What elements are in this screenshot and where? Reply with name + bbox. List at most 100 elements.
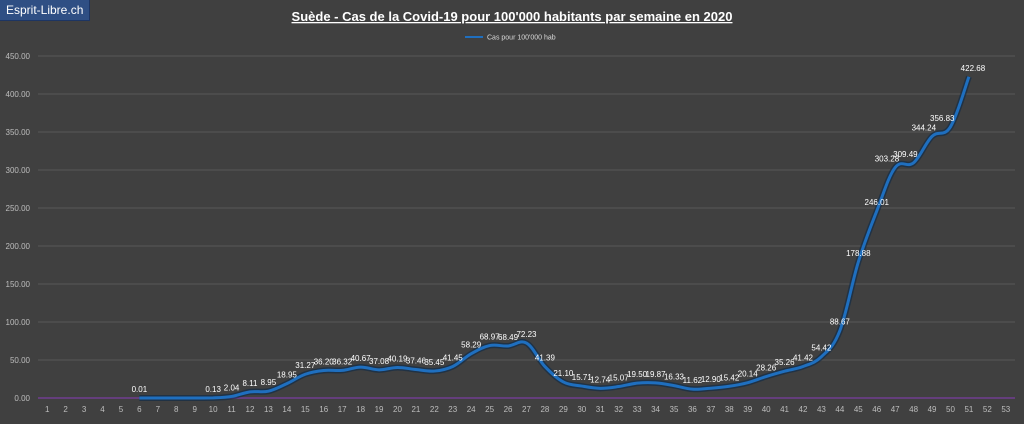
x-tick-label: 37 bbox=[706, 405, 715, 414]
x-tick-label: 24 bbox=[467, 405, 476, 414]
x-tick-label: 48 bbox=[909, 405, 918, 414]
data-label: 8.11 bbox=[242, 379, 258, 388]
gridlines bbox=[38, 55, 1015, 361]
x-tick-label: 21 bbox=[411, 405, 420, 414]
x-tick-label: 26 bbox=[504, 405, 513, 414]
x-tick-label: 25 bbox=[485, 405, 494, 414]
x-tick-label: 46 bbox=[872, 405, 881, 414]
series-line-group bbox=[139, 75, 972, 401]
x-tick-label: 31 bbox=[596, 405, 605, 414]
y-tick-label: 50.00 bbox=[10, 356, 31, 365]
data-label: 20.14 bbox=[738, 370, 759, 379]
y-tick-label: 250.00 bbox=[6, 204, 31, 213]
chart-title: Suède - Cas de la Covid-19 pour 100'000 … bbox=[292, 9, 733, 24]
data-label: 40.67 bbox=[351, 354, 372, 363]
x-tick-label: 29 bbox=[559, 405, 568, 414]
x-tick-label: 35 bbox=[670, 405, 679, 414]
data-label: 356.83 bbox=[930, 114, 955, 123]
x-tick-label: 8 bbox=[174, 405, 179, 414]
data-label: 58.29 bbox=[461, 341, 482, 350]
x-tick-label: 12 bbox=[246, 405, 255, 414]
data-label: 12.74 bbox=[590, 375, 611, 384]
data-label: 68.49 bbox=[498, 333, 519, 342]
data-label: 11.62 bbox=[683, 376, 703, 385]
x-tick-label: 7 bbox=[156, 405, 161, 414]
y-tick-label: 150.00 bbox=[6, 280, 31, 289]
y-axis: 0.00 50.00 100.00 150.00 200.00 250.00 300.00 3… bbox=[6, 52, 31, 403]
data-label: 36.32 bbox=[332, 357, 353, 366]
x-tick-label: 16 bbox=[319, 405, 328, 414]
data-label: 35.26 bbox=[775, 358, 796, 367]
x-tick-label: 51 bbox=[964, 405, 973, 414]
legend-label: Cas pour 100'000 hab bbox=[487, 35, 556, 42]
data-label: 344.24 bbox=[912, 123, 937, 132]
data-label: 37.08 bbox=[369, 357, 390, 366]
data-label: 0.13 bbox=[205, 385, 221, 394]
x-tick-label: 3 bbox=[82, 405, 87, 414]
data-label: 303.28 bbox=[875, 155, 900, 164]
data-label: 15.07 bbox=[609, 374, 630, 383]
x-tick-label: 9 bbox=[192, 405, 197, 414]
x-tick-label: 49 bbox=[928, 405, 937, 414]
data-label: 18.95 bbox=[277, 371, 298, 380]
data-label: 178.88 bbox=[846, 249, 871, 258]
data-label: 21.10 bbox=[553, 369, 574, 378]
data-label: 0.01 bbox=[132, 385, 148, 394]
data-label: 41.45 bbox=[443, 353, 464, 362]
series-line-shadow bbox=[139, 75, 972, 401]
x-tick-label: 50 bbox=[946, 405, 955, 414]
series-line bbox=[139, 76, 971, 400]
x-tick-label: 15 bbox=[301, 405, 310, 414]
data-label: 12.90 bbox=[701, 375, 722, 384]
y-tick-label: 350.00 bbox=[6, 128, 31, 137]
data-label: 15.71 bbox=[572, 373, 593, 382]
x-tick-label: 52 bbox=[983, 405, 992, 414]
x-tick-label: 11 bbox=[227, 405, 236, 414]
x-tick-label: 53 bbox=[1001, 405, 1010, 414]
data-label: 35.45 bbox=[424, 358, 445, 367]
x-tick-label: 10 bbox=[209, 405, 218, 414]
data-labels: 0.01 0.13 2.048.11 8.9518.9531.2736.2036.32… bbox=[132, 64, 986, 394]
x-tick-label: 5 bbox=[119, 405, 124, 414]
x-tick-label: 20 bbox=[393, 405, 402, 414]
y-tick-label: 0.00 bbox=[14, 394, 30, 403]
x-tick-label: 45 bbox=[854, 405, 863, 414]
x-tick-label: 39 bbox=[743, 405, 752, 414]
data-label: 19.87 bbox=[646, 370, 667, 379]
data-label: 28.26 bbox=[756, 364, 777, 373]
x-tick-label: 32 bbox=[614, 405, 623, 414]
x-tick-label: 27 bbox=[522, 405, 531, 414]
data-label: 41.39 bbox=[535, 354, 556, 363]
x-tick-label: 6 bbox=[137, 405, 142, 414]
x-tick-label: 22 bbox=[430, 405, 439, 414]
y-tick-label: 400.00 bbox=[6, 90, 31, 99]
data-label: 37.46 bbox=[406, 357, 427, 366]
x-tick-label: 4 bbox=[100, 405, 105, 414]
data-label: 36.20 bbox=[314, 357, 335, 366]
data-label: 15.42 bbox=[719, 373, 740, 382]
x-tick-label: 43 bbox=[817, 405, 826, 414]
x-tick-label: 44 bbox=[835, 405, 844, 414]
x-tick-label: 30 bbox=[577, 405, 586, 414]
x-tick-label: 1 bbox=[45, 405, 50, 414]
data-label: 88.67 bbox=[830, 318, 851, 327]
y-tick-label: 300.00 bbox=[6, 166, 31, 175]
x-tick-label: 2 bbox=[63, 405, 68, 414]
y-tick-label: 450.00 bbox=[6, 52, 31, 61]
y-tick-label: 100.00 bbox=[6, 318, 31, 327]
x-tick-label: 40 bbox=[762, 405, 771, 414]
data-label: 2.04 bbox=[224, 383, 240, 392]
x-tick-label: 19 bbox=[375, 405, 384, 414]
x-tick-label: 14 bbox=[282, 405, 291, 414]
x-tick-label: 17 bbox=[338, 405, 347, 414]
x-tick-label: 42 bbox=[799, 405, 808, 414]
x-tick-label: 38 bbox=[725, 405, 734, 414]
legend: Cas pour 100'000 hab bbox=[465, 35, 556, 42]
data-label: 8.95 bbox=[261, 378, 277, 387]
data-label: 16.33 bbox=[664, 373, 685, 382]
x-tick-label: 41 bbox=[780, 405, 789, 414]
x-tick-label: 36 bbox=[688, 405, 697, 414]
data-label: 246.01 bbox=[865, 198, 890, 207]
data-label: 31.27 bbox=[295, 361, 316, 370]
